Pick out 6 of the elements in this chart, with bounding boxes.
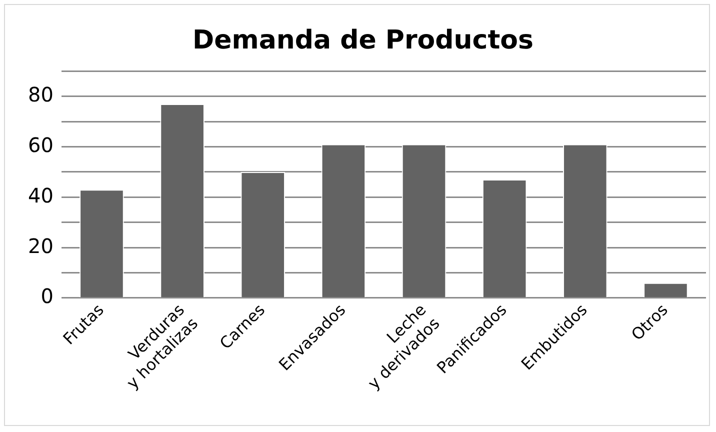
chart-title: Demanda de Productos [192,25,534,56]
y-tick-label: 60 [28,133,54,157]
y-tick-label: 20 [28,234,54,258]
y-tick-label: 0 [40,284,54,308]
y-tick-label: 40 [28,183,54,208]
y-tick-label: 80 [28,82,54,107]
